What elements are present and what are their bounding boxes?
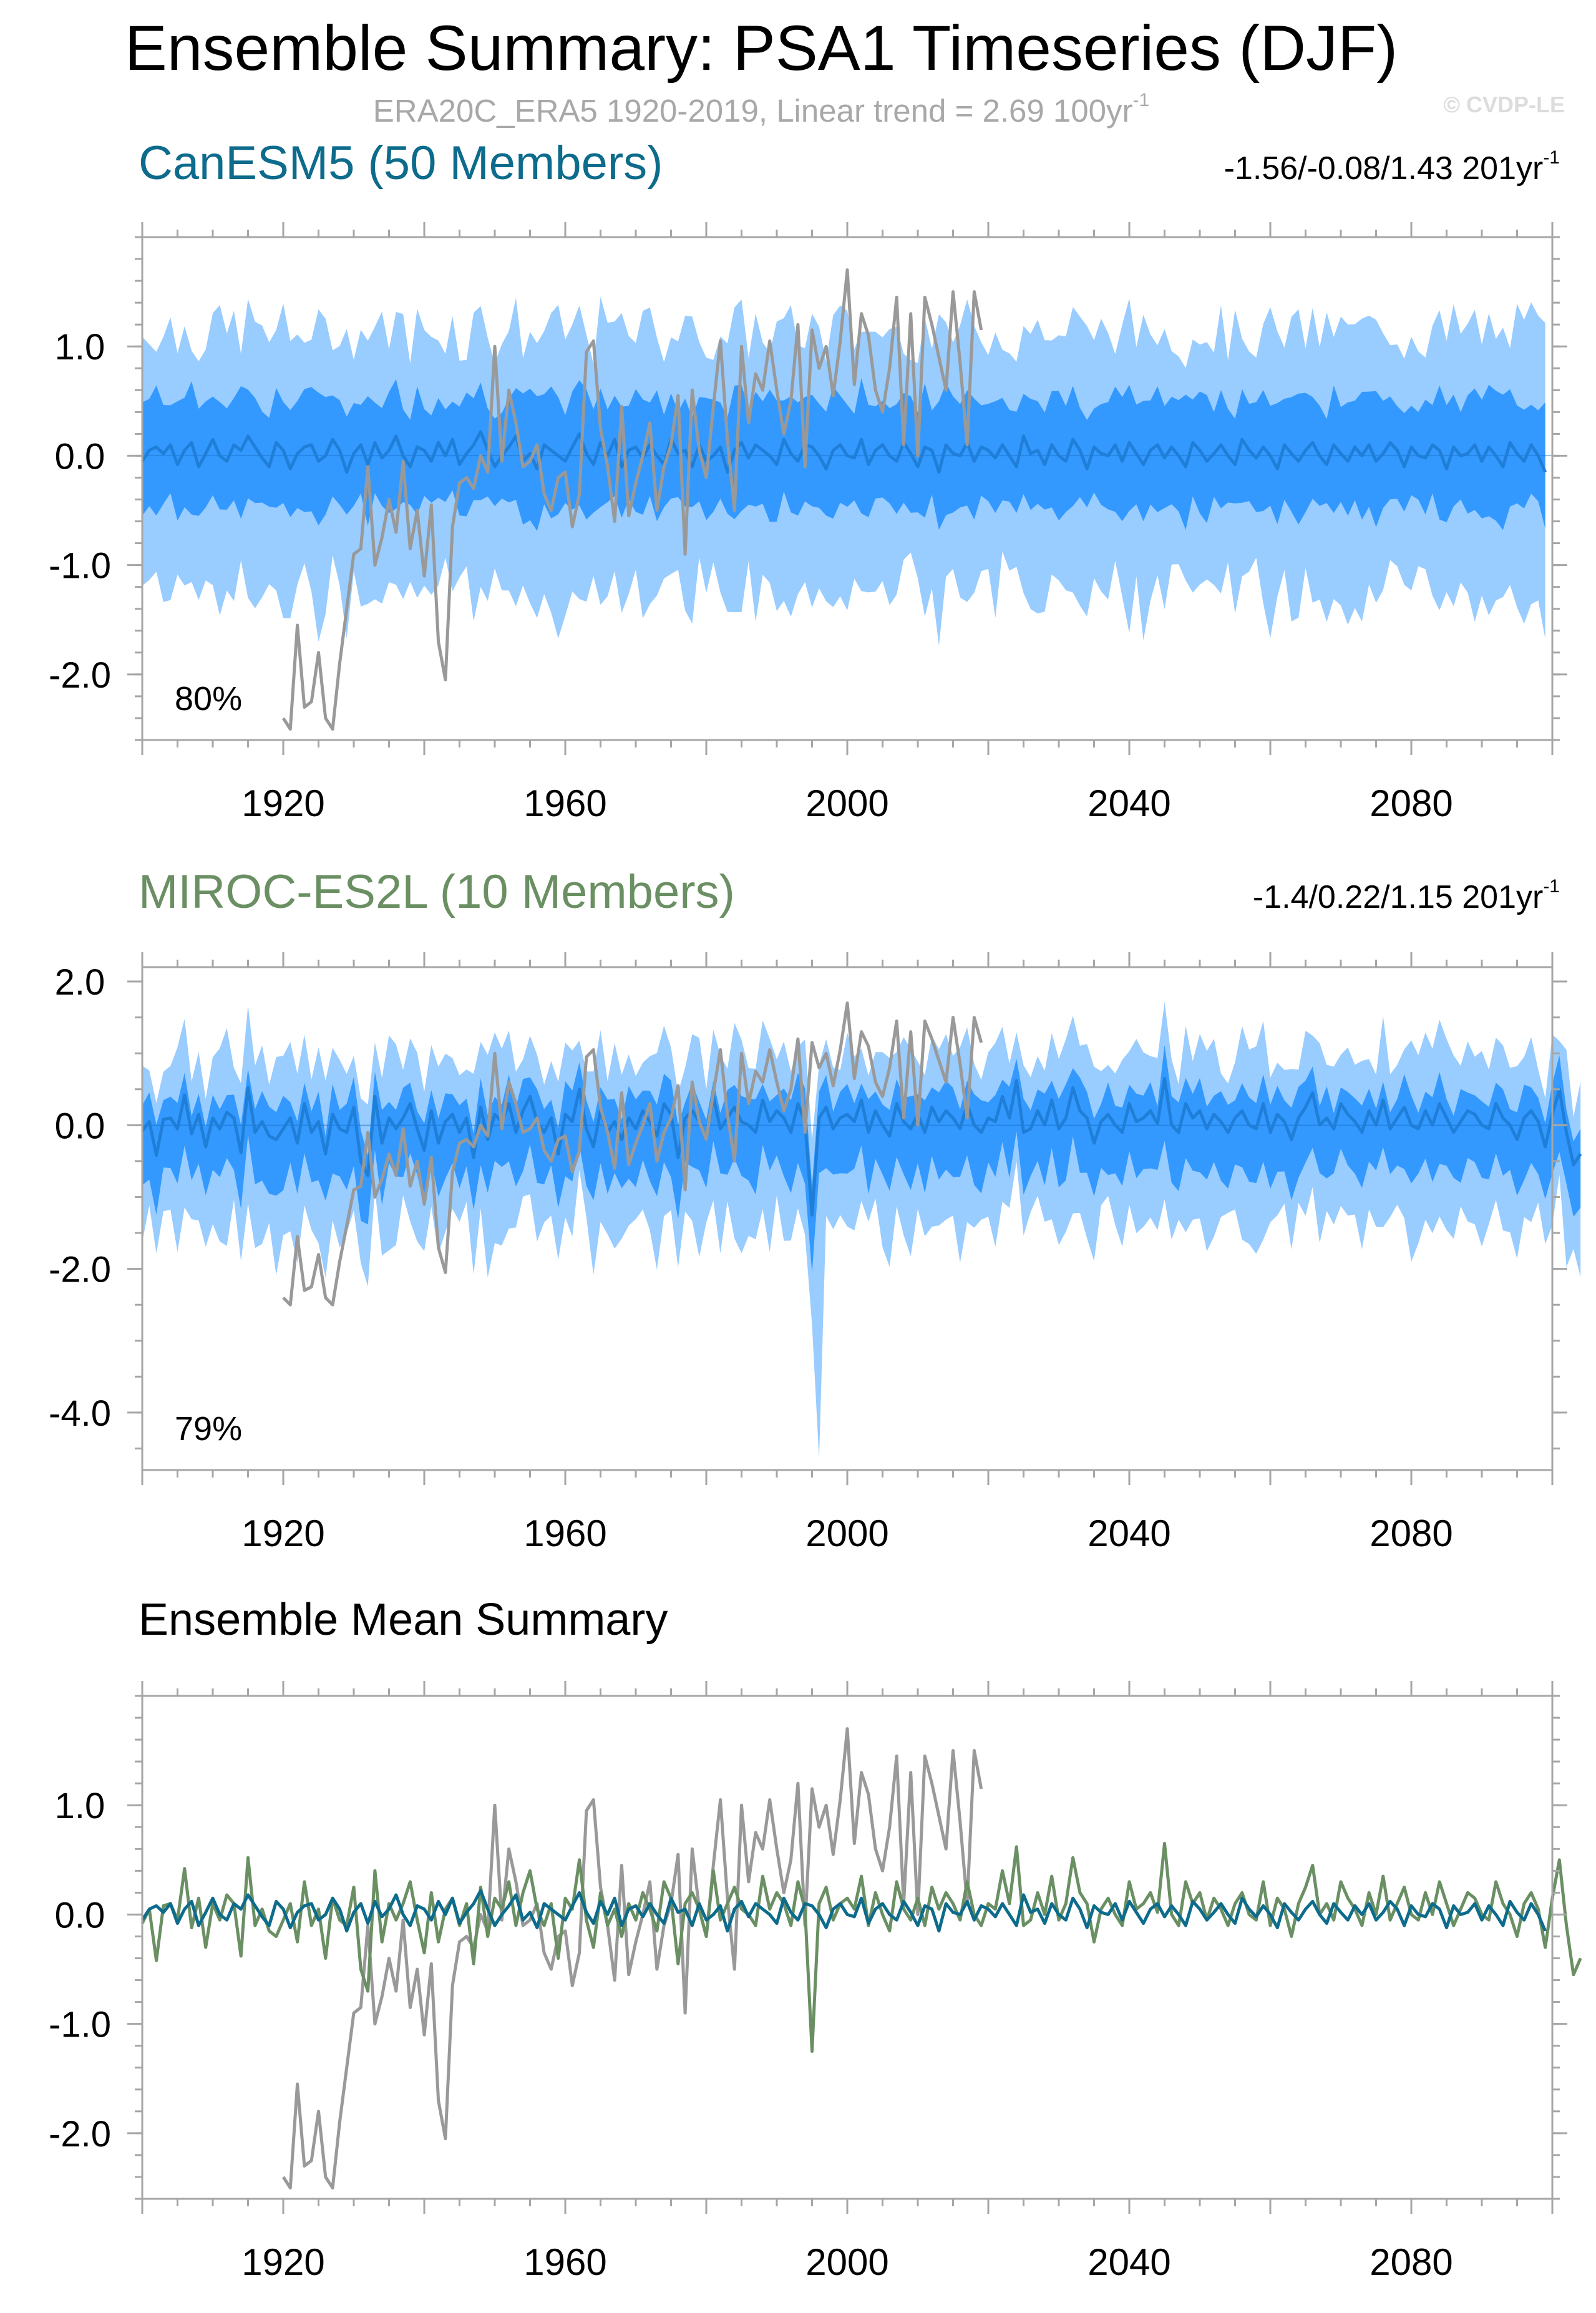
subtitle-superscript: -1 xyxy=(1132,90,1150,110)
panel1-title: CanESM5 (50 Members) xyxy=(139,137,663,190)
y-tick-label: 1.0 xyxy=(55,1786,105,1826)
panel3-title: Ensemble Mean Summary xyxy=(139,1595,668,1645)
observation-line xyxy=(281,1727,983,2189)
plot-frame xyxy=(141,1695,1554,2200)
x-tick-label: 2000 xyxy=(805,1512,888,1554)
x-tick-label: 1920 xyxy=(241,1512,324,1554)
y-tick-label: -1.0 xyxy=(49,546,111,587)
subtitle: ERA20C_ERA5 1920-2019, Linear trend = 2.… xyxy=(0,90,1522,129)
y-tick-label: -2.0 xyxy=(49,2114,111,2155)
observation-line xyxy=(281,268,983,731)
y-tick-label: -2.0 xyxy=(49,655,111,696)
panel1-stats: -1.56/-0.08/1.43 201yr-1 xyxy=(1224,147,1560,187)
y-tick-label: 1.0 xyxy=(55,327,105,368)
ensemble-mean-line xyxy=(141,1077,1582,1217)
miroc-mean-line xyxy=(140,1842,1582,2053)
y-tick-label: -4.0 xyxy=(49,1393,111,1434)
x-tick-label: 1960 xyxy=(523,2241,606,2283)
panel1-axes: 1920 1960 2000 2040 2080 1.0 0.0 -1.0 -2.0 xyxy=(49,222,1567,824)
canesm5-mean-line xyxy=(140,1889,1547,1933)
watermark: © CVDP-LE xyxy=(1443,92,1565,117)
y-tick-label: 2.0 xyxy=(55,962,105,1003)
x-tick-label: 2000 xyxy=(805,782,888,824)
panel1-stats-text: -1.56/-0.08/1.43 201yr xyxy=(1224,150,1544,187)
inner-percentile-band xyxy=(142,1045,1581,1273)
subtitle-text: ERA20C_ERA5 1920-2019, Linear trend = 2.… xyxy=(372,93,1133,129)
x-tick-label: 2080 xyxy=(1370,2241,1452,2283)
y-tick-label: 0.0 xyxy=(55,436,105,477)
percent-label: 80% xyxy=(175,680,242,718)
panel1-stats-superscript: -1 xyxy=(1543,147,1560,168)
x-tick-label: 2000 xyxy=(805,2241,888,2283)
inner-percentile-band xyxy=(142,378,1545,531)
x-tick-label: 1960 xyxy=(523,1512,606,1554)
x-tick-label: 1920 xyxy=(241,2241,324,2283)
main-title: Ensemble Summary: PSA1 Timeseries (DJF) xyxy=(124,12,1398,84)
x-tick-label: 1920 xyxy=(241,782,324,824)
x-tick-label: 2080 xyxy=(1370,1512,1452,1554)
observation-line xyxy=(282,1001,983,1307)
x-tick-label: 2040 xyxy=(1088,2241,1170,2283)
y-tick-label: 0.0 xyxy=(55,1106,105,1146)
y-tick-label: -2.0 xyxy=(49,1250,111,1290)
ensemble-mean-line xyxy=(140,430,1547,474)
outer-percentile-band xyxy=(142,1001,1581,1459)
panel2-stats: -1.4/0.22/1.15 201yr-1 xyxy=(1252,876,1560,916)
x-tick-label: 2040 xyxy=(1088,1512,1170,1554)
x-tick-label: 1960 xyxy=(523,782,606,824)
panel2-stats-superscript: -1 xyxy=(1543,876,1560,897)
y-tick-label: -1.0 xyxy=(49,2005,111,2045)
panel2-title: MIROC-ES2L (10 Members) xyxy=(139,865,735,918)
x-tick-label: 2040 xyxy=(1088,782,1170,824)
y-tick-label: 0.0 xyxy=(55,1895,105,1936)
panel2-axes: 1920 1960 2000 2040 2080 2.0 0.0 -2.0 -4.0 xyxy=(49,952,1567,1554)
percent-label: 79% xyxy=(175,1410,242,1448)
panel3-axes: 1920 1960 2000 2040 2080 1.0 0.0 -1.0 -2.0 xyxy=(49,1681,1567,2283)
panel2-stats-text: -1.4/0.22/1.15 201yr xyxy=(1252,879,1544,915)
x-tick-label: 2080 xyxy=(1370,782,1452,824)
